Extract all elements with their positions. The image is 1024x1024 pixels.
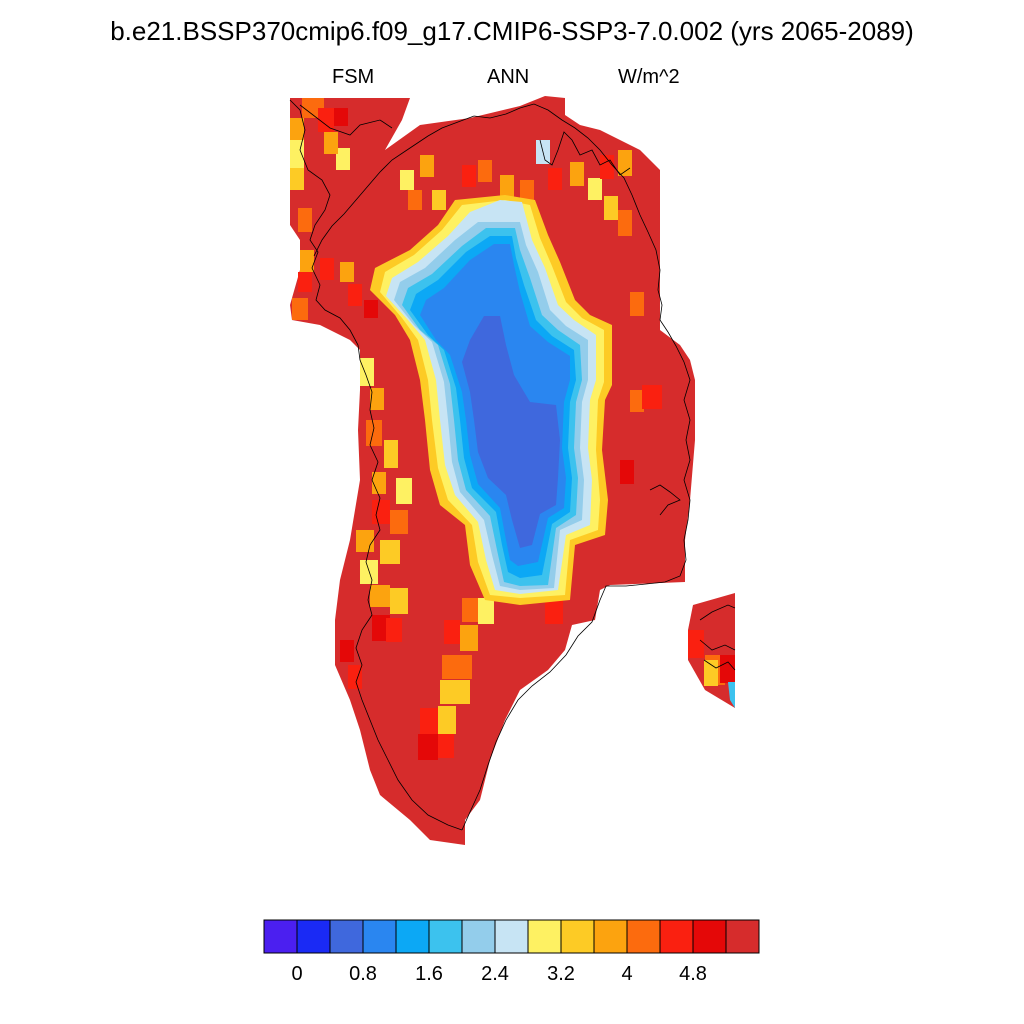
colorbar-box <box>527 919 562 954</box>
colorbar-tick-label: 0.8 <box>349 963 377 985</box>
colorbar-box <box>395 919 430 954</box>
colorbar-box <box>494 919 529 954</box>
colorbar-box <box>560 919 595 954</box>
coastline <box>289 99 736 831</box>
colorbar-box <box>329 919 364 954</box>
colorbar-box <box>461 919 496 954</box>
colorbar-box <box>725 919 760 954</box>
colorbar-box <box>659 919 694 954</box>
colorbar-tick-label: 4 <box>621 963 632 985</box>
colorbar-tick-label: 1.6 <box>415 963 443 985</box>
colorbar-box <box>626 919 661 954</box>
colorbar-box <box>362 919 397 954</box>
ice-core <box>462 316 560 548</box>
colorbar-boxes <box>263 919 760 954</box>
colorbar-tick-label: 2.4 <box>481 963 509 985</box>
colorbar-box <box>263 919 298 954</box>
land-field-layer <box>289 96 736 845</box>
colorbar-tick-label: 4.8 <box>679 963 707 985</box>
variable-label: FSM <box>332 66 375 88</box>
figure-title: b.e21.BSSP370cmip6.f09_g17.CMIP6-SSP3-7.… <box>110 16 914 46</box>
colorbar-box <box>593 919 628 954</box>
colorbar-box <box>692 919 727 954</box>
season-label: ANN <box>487 66 530 88</box>
colorbar-tick-label: 3.2 <box>547 963 575 985</box>
colorbar-labels: 0 0.8 1.6 2.4 3.2 4 4.8 <box>291 963 706 985</box>
colorbar-tick-label: 0 <box>291 963 302 985</box>
units-label: W/m^2 <box>618 66 680 88</box>
colorbar-box <box>296 919 331 954</box>
colorbar-box <box>428 919 463 954</box>
